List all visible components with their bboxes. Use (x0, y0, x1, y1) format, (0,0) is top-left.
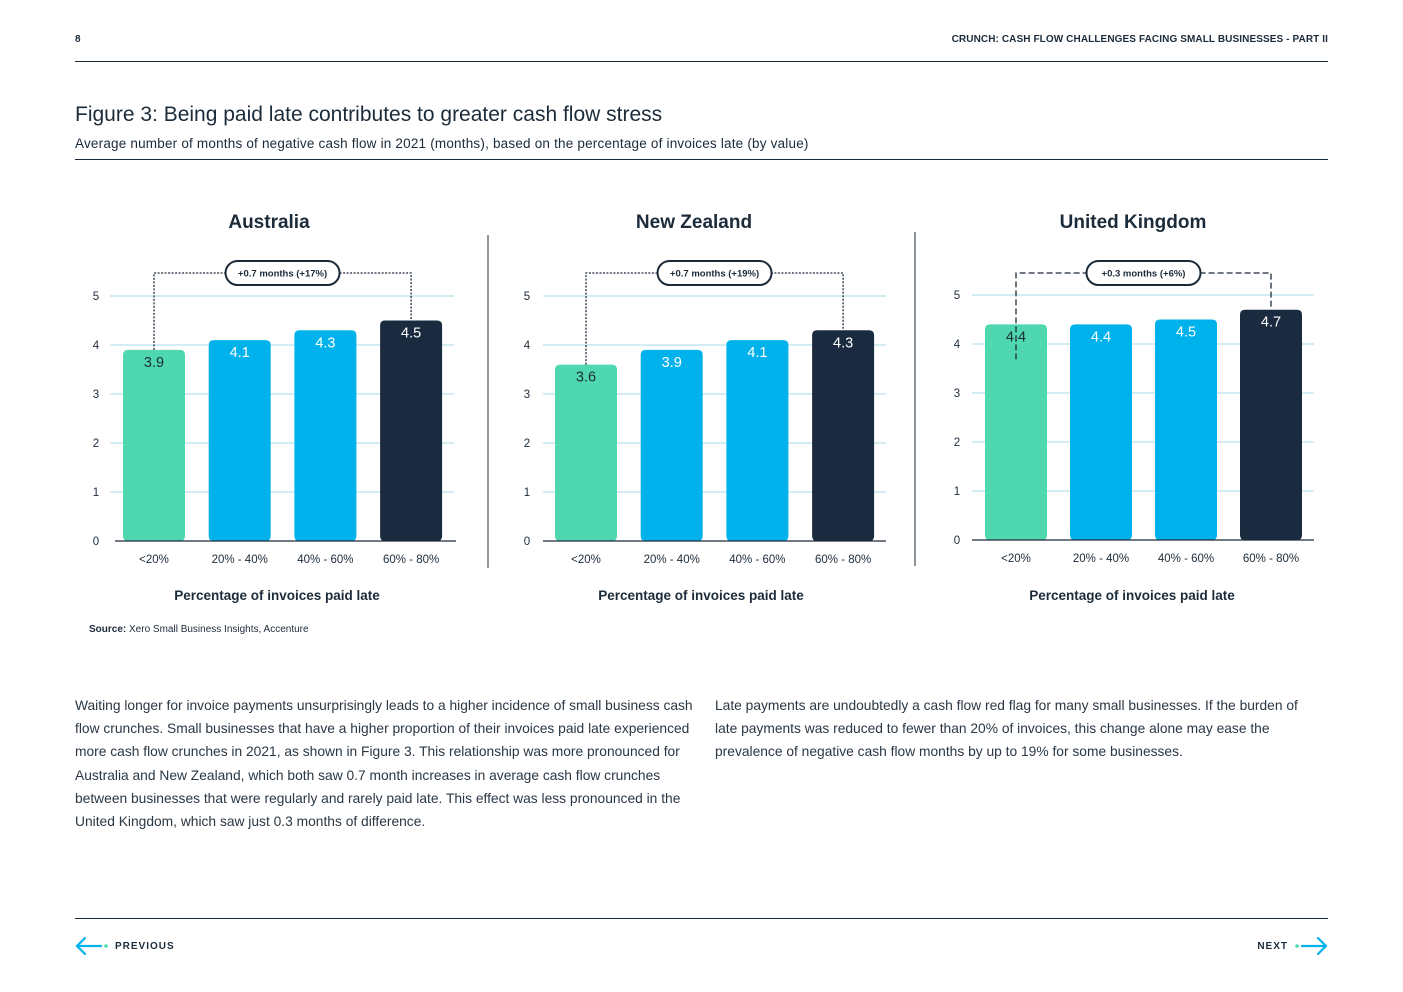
australia-y-tick-label: 4 (93, 340, 100, 352)
united-kingdom-x-tick-label: 20% - 40% (1073, 553, 1129, 565)
new-zealand-annotation-bracket (585, 272, 844, 365)
new-zealand-data-label: 3.9 (662, 355, 682, 371)
new-zealand-annotation-pill (656, 260, 773, 286)
united-kingdom-bar-20 (985, 324, 1047, 540)
australia-y-tick-label: 3 (93, 389, 99, 401)
charts-panel: Australia 0 1 2 3 4 5 3.9 <20% 4.1 20% - 40% 4.3 40%… (93, 212, 1314, 603)
new-zealand-y-tick-label: 4 (524, 340, 531, 352)
australia-x-tick-label: 60% - 80% (383, 554, 439, 566)
australia-x-axis-title: Percentage of invoices paid late (174, 588, 380, 603)
united-kingdom-y-tick-label: 4 (954, 339, 961, 351)
australia-bar-20-40 (208, 340, 271, 541)
australia-annotation-bracket (153, 272, 412, 350)
united-kingdom-bar-20-40 (1070, 324, 1132, 540)
united-kingdom-x-tick-label: <20% (1001, 553, 1031, 565)
arrow-right-icon (1295, 936, 1328, 956)
united-kingdom-data-label: 4.4 (1091, 329, 1111, 345)
previous-label: PREVIOUS (115, 940, 175, 952)
united-kingdom-chart-title: United Kingdom (1060, 212, 1207, 233)
document-title: CRUNCH: CASH FLOW CHALLENGES FACING SMAL… (951, 34, 1328, 45)
new-zealand-x-tick-label: <20% (571, 554, 601, 566)
united-kingdom-y-tick-label: 5 (954, 290, 960, 302)
united-kingdom-y-tick-label: 2 (954, 437, 960, 449)
source-note: Source: Xero Small Business Insights, Ac… (89, 624, 309, 635)
new-zealand-bar-20-40 (640, 349, 703, 541)
united-kingdom-y-tick-label: 1 (954, 486, 960, 498)
footer-divider (75, 918, 1328, 919)
next-link[interactable]: NEXT (1257, 936, 1328, 956)
new-zealand-chart-title: New Zealand (636, 212, 752, 233)
australia-y-tick-label: 5 (93, 291, 99, 303)
figure-divider (75, 159, 1328, 160)
new-zealand-x-tick-label: 40% - 60% (729, 554, 785, 566)
australia-bar-20 (123, 349, 185, 541)
body-paragraph-right: Late payments are undoubtedly a cash flo… (715, 698, 1298, 760)
united-kingdom-data-label: 4.5 (1176, 325, 1196, 341)
new-zealand-x-axis-title: Percentage of invoices paid late (598, 588, 804, 603)
australia-y-tick-label: 2 (93, 438, 99, 450)
australia-x-tick-label: 20% - 40% (212, 554, 268, 566)
united-kingdom-annotation-label: +0.3 months (+6%) (1102, 269, 1186, 280)
united-kingdom-bar-40-60 (1155, 319, 1217, 540)
new-zealand-bar-60-80 (812, 330, 875, 541)
new-zealand-x-tick-label: 20% - 40% (644, 554, 700, 566)
new-zealand-data-label: 4.1 (747, 345, 767, 361)
previous-link[interactable]: PREVIOUS (75, 936, 175, 956)
figure-title: Figure 3: Being paid late contributes to… (75, 103, 663, 126)
united-kingdom-x-axis-title: Percentage of invoices paid late (1029, 588, 1235, 603)
new-zealand-annotation-label: +0.7 months (+19%) (670, 269, 759, 280)
united-kingdom-x-tick-label: 40% - 60% (1158, 553, 1214, 565)
australia-chart-title: Australia (228, 212, 310, 233)
australia-data-label: 4.1 (230, 345, 250, 361)
new-zealand-x-tick-label: 60% - 80% (815, 554, 871, 566)
united-kingdom-y-tick-label: 3 (954, 388, 960, 400)
new-zealand-y-tick-label: 2 (524, 438, 530, 450)
australia-y-tick-label: 0 (93, 536, 99, 548)
australia-y-tick-label: 1 (93, 487, 99, 499)
australia-annotation-pill (224, 260, 341, 286)
australia-annotation-label: +0.7 months (+17%) (238, 269, 327, 280)
australia-data-label: 3.9 (144, 355, 164, 371)
header-divider (75, 61, 1328, 62)
next-label: NEXT (1257, 940, 1288, 952)
figure-subtitle: Average number of months of negative cas… (75, 136, 809, 151)
united-kingdom-x-tick-label: 60% - 80% (1243, 553, 1299, 565)
new-zealand-bar-40-60 (726, 340, 789, 541)
page-number: 8 (75, 34, 81, 45)
united-kingdom-annotation-pill (1085, 260, 1202, 286)
new-zealand-data-label: 4.3 (833, 335, 853, 351)
source-text: Xero Small Business Insights, Accenture (129, 624, 309, 635)
australia-data-label: 4.3 (315, 335, 335, 351)
new-zealand-y-tick-label: 1 (524, 487, 530, 499)
australia-data-label: 4.5 (401, 326, 421, 342)
body-paragraph-left: Waiting longer for invoice payments unsu… (75, 698, 693, 830)
new-zealand-y-tick-label: 5 (524, 291, 530, 303)
new-zealand-bar-20 (555, 364, 617, 541)
new-zealand-y-tick-label: 3 (524, 389, 530, 401)
united-kingdom-bar-60-80 (1240, 309, 1302, 540)
australia-x-tick-label: 40% - 60% (297, 554, 353, 566)
united-kingdom-data-label: 4.7 (1261, 315, 1281, 331)
australia-bar-60-80 (380, 320, 443, 541)
united-kingdom-y-tick-label: 0 (954, 535, 960, 547)
new-zealand-y-tick-label: 0 (524, 536, 530, 548)
arrow-left-icon (75, 936, 108, 956)
australia-x-tick-label: <20% (139, 554, 169, 566)
source-label: Source: (89, 624, 127, 635)
new-zealand-data-label: 3.6 (576, 370, 596, 386)
australia-bar-40-60 (294, 330, 357, 541)
